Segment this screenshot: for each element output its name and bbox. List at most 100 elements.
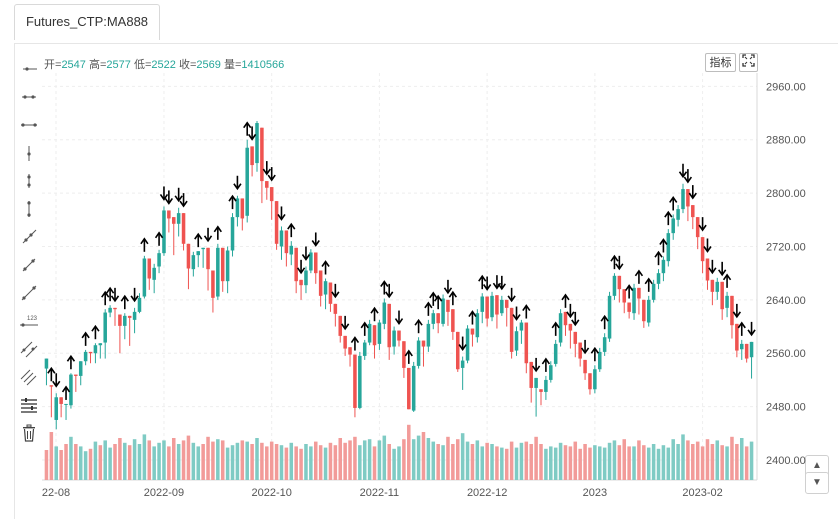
buy-signal-arrow bbox=[154, 231, 164, 246]
volume-bar bbox=[181, 440, 186, 480]
sell-signal-arrow bbox=[311, 232, 320, 247]
candle bbox=[485, 296, 489, 327]
volume-bar bbox=[328, 442, 333, 480]
volume-bar bbox=[265, 446, 269, 480]
candle bbox=[504, 299, 509, 327]
candle bbox=[402, 341, 406, 378]
volume-bar bbox=[279, 445, 284, 480]
scroll-down-button[interactable]: ▼ bbox=[805, 472, 829, 494]
volume-bar bbox=[671, 439, 675, 480]
candle bbox=[181, 213, 186, 251]
candle bbox=[681, 183, 685, 214]
sell-signal-arrow bbox=[394, 310, 404, 325]
candle bbox=[588, 373, 592, 395]
candle bbox=[671, 214, 675, 240]
candle bbox=[235, 195, 240, 227]
candle bbox=[514, 326, 519, 356]
scroll-up-button[interactable]: ▲ bbox=[805, 455, 829, 477]
candle bbox=[578, 342, 582, 367]
volume-bar bbox=[578, 448, 582, 480]
volume-bar bbox=[509, 441, 514, 480]
parallel-channel-icon[interactable] bbox=[18, 338, 40, 360]
volume-bar bbox=[103, 440, 107, 480]
candle bbox=[651, 279, 656, 303]
candle bbox=[353, 354, 357, 418]
candle bbox=[245, 139, 249, 223]
candle bbox=[152, 263, 156, 294]
candle bbox=[372, 325, 377, 359]
candle bbox=[460, 356, 465, 390]
sell-signal-arrow bbox=[247, 126, 257, 141]
vertical-segment-icon[interactable] bbox=[18, 170, 40, 192]
candle bbox=[186, 243, 191, 290]
high-value: 2577 bbox=[106, 59, 131, 71]
volume-bar bbox=[441, 445, 445, 480]
indicators-button[interactable]: 指标 bbox=[705, 53, 736, 72]
candle bbox=[147, 258, 152, 290]
tab-symbol[interactable]: Futures_CTP:MA888 bbox=[14, 4, 160, 40]
segment-icon[interactable] bbox=[18, 254, 40, 276]
candle bbox=[749, 341, 754, 379]
volume-bar bbox=[313, 441, 318, 480]
volume-bar bbox=[612, 440, 617, 480]
candle bbox=[656, 269, 661, 290]
price-line-icon[interactable]: 123 bbox=[18, 310, 40, 332]
sell-signal-arrow bbox=[179, 193, 188, 208]
candle bbox=[710, 279, 715, 306]
candle bbox=[362, 339, 367, 360]
candle bbox=[637, 287, 641, 315]
vertical-ray-icon[interactable] bbox=[18, 142, 40, 164]
candle bbox=[529, 361, 533, 403]
candle bbox=[333, 303, 338, 327]
candle bbox=[157, 249, 161, 274]
buy-signal-arrow bbox=[350, 336, 360, 351]
volume-bar bbox=[225, 447, 230, 480]
volume-bar bbox=[632, 446, 636, 480]
candle bbox=[211, 270, 215, 313]
buy-signal-arrow bbox=[434, 294, 443, 310]
trash-icon[interactable] bbox=[18, 422, 40, 444]
fullscreen-button[interactable] bbox=[739, 53, 758, 72]
sell-signal-arrow bbox=[678, 163, 688, 179]
buy-signal-arrow bbox=[634, 269, 644, 284]
y-tick-label: 2640.00 bbox=[766, 295, 806, 307]
candle bbox=[627, 302, 631, 319]
volume-bar bbox=[416, 435, 421, 480]
ray-icon[interactable] bbox=[18, 226, 40, 248]
volume-bar bbox=[593, 445, 597, 480]
fibonacci-icon[interactable] bbox=[18, 366, 40, 388]
volume-bar bbox=[583, 444, 587, 480]
volume-bar bbox=[387, 444, 391, 480]
candle bbox=[127, 315, 132, 346]
volume-bar bbox=[700, 446, 705, 480]
buy-signal-arrow bbox=[669, 196, 678, 211]
horizontal-ray-icon[interactable] bbox=[18, 58, 40, 80]
chevron-up-icon: ▲ bbox=[812, 460, 822, 471]
candle bbox=[304, 266, 308, 294]
buy-signal-arrow bbox=[737, 321, 746, 336]
volume-bar bbox=[64, 444, 68, 480]
candle bbox=[509, 307, 514, 359]
volume-bar bbox=[294, 446, 298, 480]
drawing-layers-icon[interactable] bbox=[18, 394, 40, 416]
volume-bar bbox=[235, 442, 240, 480]
sell-signal-arrow bbox=[458, 336, 467, 351]
straight-line-icon[interactable] bbox=[18, 282, 40, 304]
volume-bar bbox=[715, 440, 720, 480]
volume-bar bbox=[318, 445, 323, 480]
volume-bar bbox=[739, 438, 744, 480]
volume-bar bbox=[348, 440, 352, 480]
sell-signal-arrow bbox=[301, 246, 311, 261]
volume-bar bbox=[284, 447, 289, 480]
sell-signal-arrow bbox=[164, 190, 174, 205]
horizontal-line-icon[interactable] bbox=[18, 114, 40, 136]
vertical-line-icon[interactable] bbox=[18, 198, 40, 220]
volume-bar bbox=[123, 442, 127, 480]
horizontal-segment-icon[interactable] bbox=[18, 86, 40, 108]
buy-signal-arrow bbox=[380, 280, 389, 295]
candle bbox=[416, 337, 421, 369]
candle bbox=[549, 361, 553, 383]
volume-bar bbox=[201, 444, 205, 480]
volume-bar bbox=[147, 440, 152, 480]
candle bbox=[279, 226, 284, 260]
